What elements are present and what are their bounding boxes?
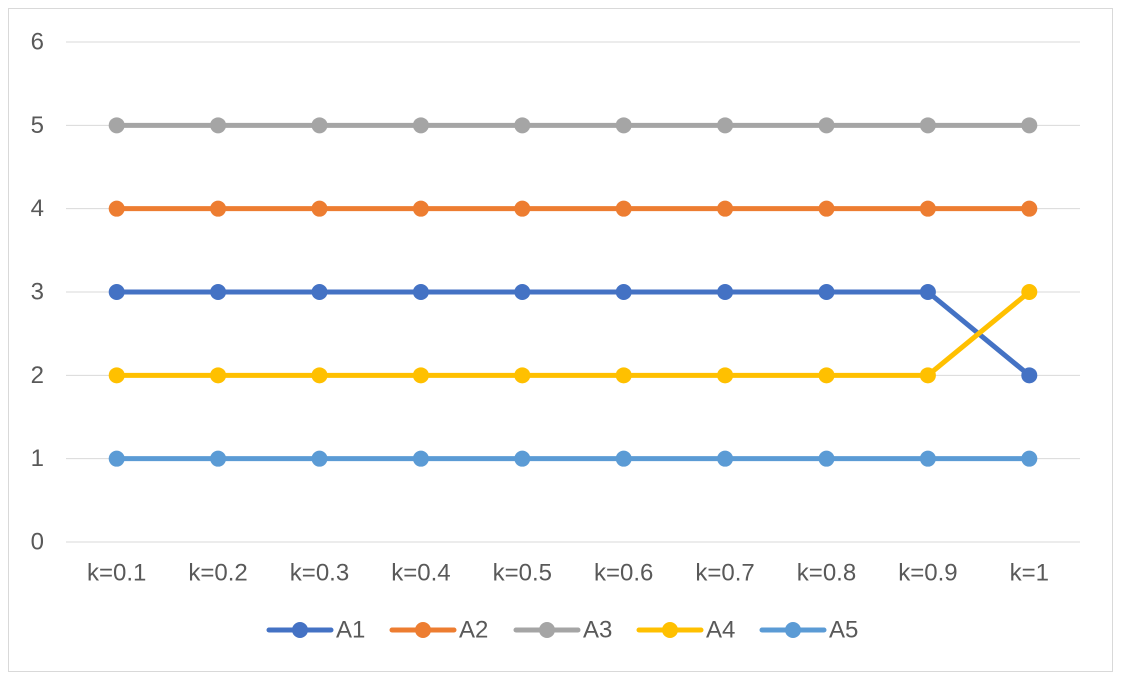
- data-point: [717, 450, 734, 467]
- data-point: [311, 284, 328, 300]
- data-point: [514, 117, 531, 134]
- data-point: [615, 200, 632, 217]
- series-a3: [108, 117, 1038, 134]
- x-tick-label: k=1: [1010, 560, 1049, 587]
- data-point: [210, 450, 227, 467]
- x-tick-label: k=0.7: [695, 560, 754, 587]
- legend-marker: [785, 622, 801, 638]
- legend-marker: [662, 622, 678, 638]
- data-point: [1021, 450, 1038, 467]
- data-point: [615, 284, 632, 300]
- legend-label: A3: [583, 617, 612, 644]
- y-tick-label: 6: [31, 29, 44, 56]
- legend-label: A2: [459, 617, 488, 644]
- data-point: [1021, 284, 1038, 300]
- data-point: [108, 117, 125, 134]
- data-point: [1021, 200, 1038, 217]
- series-a5: [108, 450, 1038, 467]
- y-tick-label: 3: [31, 279, 44, 306]
- y-tick-label: 2: [31, 362, 44, 389]
- data-point: [818, 200, 835, 217]
- legend-label: A5: [829, 617, 858, 644]
- data-point: [919, 200, 936, 217]
- data-point: [311, 367, 328, 384]
- y-tick-label: 4: [31, 195, 44, 222]
- x-tick-label: k=0.1: [87, 560, 146, 587]
- series-a4: [108, 284, 1038, 384]
- data-point: [108, 284, 125, 300]
- data-point: [210, 367, 227, 384]
- x-tick-label: k=0.4: [391, 560, 450, 587]
- data-point: [1021, 367, 1038, 384]
- x-axis-ticks: k=0.1 k=0.2 k=0.3 k=0.4 k=0.5 k=0.6 k=0.7 k=0.8…: [87, 560, 1049, 587]
- data-point: [818, 367, 835, 384]
- series-a2: [108, 200, 1038, 217]
- legend-item-a4: A4: [636, 617, 735, 644]
- legend-item-a1: A1: [266, 617, 365, 644]
- y-tick-label: 0: [31, 529, 44, 556]
- data-point: [514, 200, 531, 217]
- data-point: [311, 200, 328, 217]
- data-point: [108, 367, 125, 384]
- series-lines: [108, 117, 1038, 467]
- legend-marker: [415, 622, 431, 638]
- series-line: [114, 289, 1032, 378]
- data-point: [919, 284, 936, 300]
- data-point: [514, 284, 531, 300]
- data-point: [412, 367, 429, 384]
- legend: A1 A2 A3 A4 A5: [266, 617, 858, 644]
- x-tick-label: k=0.3: [290, 560, 349, 587]
- y-axis-ticks: 0 1 2 3 4 5 6: [31, 29, 44, 556]
- data-point: [615, 117, 632, 134]
- x-tick-label: k=0.5: [493, 560, 552, 587]
- data-point: [412, 117, 429, 134]
- data-point: [210, 284, 227, 300]
- data-point: [818, 117, 835, 134]
- legend-marker: [539, 622, 555, 638]
- data-point: [412, 200, 429, 217]
- data-point: [717, 284, 734, 300]
- data-point: [615, 450, 632, 467]
- series-a1: [108, 284, 1038, 384]
- legend-label: A4: [706, 617, 735, 644]
- legend-label: A1: [336, 617, 365, 644]
- data-point: [311, 450, 328, 467]
- series-line: [114, 289, 1032, 378]
- data-point: [514, 367, 531, 384]
- data-point: [412, 450, 429, 467]
- data-point: [717, 367, 734, 384]
- legend-item-a3: A3: [513, 617, 612, 644]
- data-point: [108, 450, 125, 467]
- x-tick-label: k=0.2: [188, 560, 247, 587]
- data-point: [717, 200, 734, 217]
- y-tick-label: 5: [31, 112, 44, 139]
- data-point: [108, 200, 125, 217]
- legend-item-a5: A5: [759, 617, 858, 644]
- data-point: [818, 450, 835, 467]
- x-tick-label: k=0.9: [898, 560, 957, 587]
- data-point: [311, 117, 328, 134]
- data-point: [412, 284, 429, 300]
- data-point: [818, 284, 835, 300]
- data-point: [919, 367, 936, 384]
- data-point: [717, 117, 734, 134]
- data-point: [210, 200, 227, 217]
- x-tick-label: k=0.6: [594, 560, 653, 587]
- legend-item-a2: A2: [389, 617, 488, 644]
- data-point: [919, 450, 936, 467]
- data-point: [210, 117, 227, 134]
- data-point: [615, 367, 632, 384]
- data-point: [514, 450, 531, 467]
- data-point: [1021, 117, 1038, 134]
- legend-marker: [292, 622, 308, 638]
- x-tick-label: k=0.8: [797, 560, 856, 587]
- y-tick-label: 1: [31, 445, 44, 472]
- data-point: [919, 117, 936, 134]
